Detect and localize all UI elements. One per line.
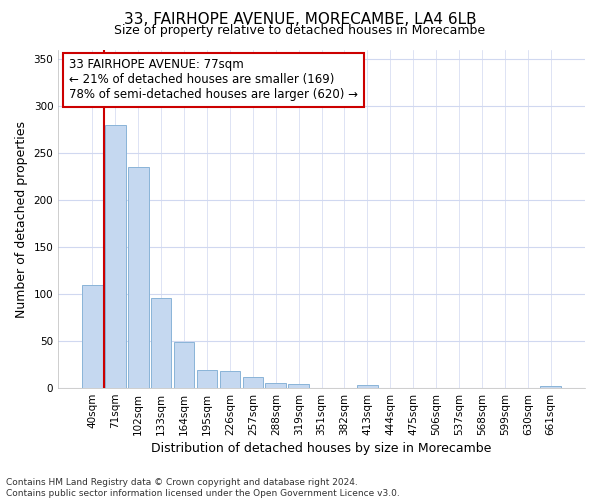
Bar [174,342,194,388]
Text: Size of property relative to detached houses in Morecambe: Size of property relative to detached ho… [115,24,485,37]
Text: 33, FAIRHOPE AVENUE, MORECAMBE, LA4 6LB: 33, FAIRHOPE AVENUE, MORECAMBE, LA4 6LB [124,12,476,28]
Bar [197,370,217,388]
Bar [357,386,378,388]
Y-axis label: Number of detached properties: Number of detached properties [15,120,28,318]
Bar [242,377,263,388]
Text: 33 FAIRHOPE AVENUE: 77sqm
← 21% of detached houses are smaller (169)
78% of semi: 33 FAIRHOPE AVENUE: 77sqm ← 21% of detac… [69,58,358,102]
X-axis label: Distribution of detached houses by size in Morecambe: Distribution of detached houses by size … [151,442,492,455]
Bar [151,298,172,388]
Text: Contains HM Land Registry data © Crown copyright and database right 2024.
Contai: Contains HM Land Registry data © Crown c… [6,478,400,498]
Bar [541,386,561,388]
Bar [128,168,149,388]
Bar [289,384,309,388]
Bar [105,125,125,388]
Bar [220,371,240,388]
Bar [82,285,103,388]
Bar [265,384,286,388]
